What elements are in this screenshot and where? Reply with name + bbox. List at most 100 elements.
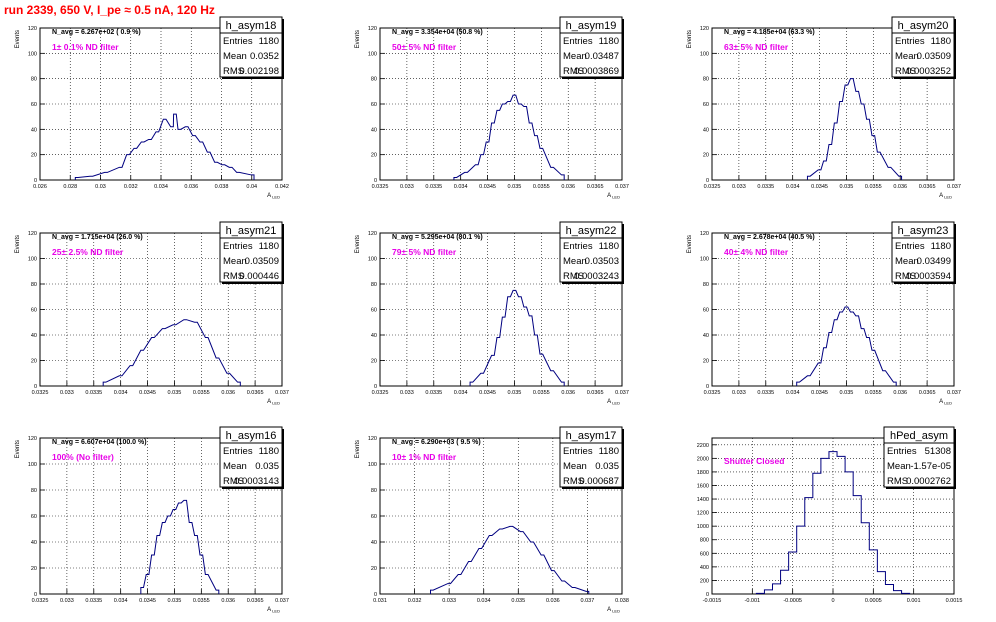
y-axis-label: Events bbox=[15, 440, 21, 458]
x-axis-label: A LED bbox=[267, 607, 280, 614]
stats-value: 0.0003143 bbox=[234, 476, 279, 487]
filter-label: 50± 5% ND filter bbox=[392, 42, 457, 52]
histogram-name: h_asym22 bbox=[566, 225, 617, 237]
y-tick-label: 0 bbox=[374, 592, 377, 598]
stats-label: Mean bbox=[563, 461, 587, 472]
x-tick-label: 0.035 bbox=[511, 598, 525, 604]
x-axis-label: A LED bbox=[607, 607, 620, 614]
y-tick-label: 40 bbox=[703, 333, 709, 339]
x-axis-label: A LED bbox=[267, 399, 280, 406]
stats-label: RMS bbox=[563, 66, 584, 77]
x-axis-label: A LED bbox=[939, 193, 952, 200]
histogram-name: h_asym16 bbox=[226, 430, 277, 442]
x-tick-label: 0.034 bbox=[477, 598, 491, 604]
stats-value: 51308 bbox=[925, 446, 951, 457]
y-axis-label: Events bbox=[355, 440, 361, 458]
panel-h_asym18: 0.026 0.028 0.03 0.032 0.034 0.036 0.038 0.04 0.… bbox=[15, 16, 289, 200]
x-tick-label: 0.001 bbox=[907, 598, 921, 604]
stats-value: 0.0003252 bbox=[906, 66, 951, 77]
x-tick-label: -0.0015 bbox=[703, 598, 722, 604]
y-tick-label: 100 bbox=[368, 462, 377, 468]
x-tick-label: 0.0325 bbox=[704, 184, 721, 190]
stats-value: 0.03499 bbox=[917, 256, 951, 267]
x-tick-label: 0.032 bbox=[408, 598, 422, 604]
y-tick-label: 100 bbox=[368, 51, 377, 57]
stats-label: Entries bbox=[563, 241, 593, 252]
y-axis-label: Events bbox=[687, 235, 693, 253]
stats-box: h_asym19 Entries 1180 Mean0.03487RMS0.00038… bbox=[559, 16, 624, 79]
x-tick-label: 0.036 bbox=[561, 390, 575, 396]
x-tick-label: 0.0365 bbox=[587, 184, 604, 190]
x-tick-label: 0.0355 bbox=[193, 598, 210, 604]
x-tick-label: 0.0325 bbox=[372, 390, 389, 396]
x-tick-label: 0.0325 bbox=[32, 598, 49, 604]
stats-value: 0.0002762 bbox=[906, 476, 951, 487]
y-axis-label: Events bbox=[355, 30, 361, 48]
y-tick-label: 2200 bbox=[697, 443, 709, 449]
y-tick-label: 1600 bbox=[697, 483, 709, 489]
y-tick-label: 120 bbox=[368, 26, 377, 32]
x-tick-label: 0.037 bbox=[615, 184, 629, 190]
y-tick-label: 800 bbox=[700, 538, 709, 544]
y-tick-label: 80 bbox=[31, 488, 37, 494]
stats-label: RMS bbox=[895, 66, 916, 77]
x-axis-label: A LED bbox=[607, 399, 620, 406]
x-tick-label: 0 bbox=[831, 598, 834, 604]
y-tick-label: 80 bbox=[371, 77, 377, 83]
y-tick-label: 120 bbox=[28, 26, 37, 32]
histogram-name: h_asym17 bbox=[566, 430, 617, 442]
y-axis-label: Events bbox=[355, 235, 361, 253]
y-tick-label: 20 bbox=[371, 153, 377, 159]
stats-label: RMS bbox=[563, 476, 584, 487]
x-tick-label: 0.032 bbox=[124, 184, 138, 190]
y-tick-label: 0 bbox=[34, 384, 37, 390]
stats-frame bbox=[559, 221, 623, 283]
filter-label: 63± 5% ND filter bbox=[724, 42, 789, 52]
x-tick-label: 0.035 bbox=[508, 390, 522, 396]
navg-label: N_avg = 3.354e+04 (50.8 %) bbox=[392, 29, 483, 36]
stats-value: 1180 bbox=[259, 241, 279, 252]
histogram-line bbox=[755, 451, 911, 594]
stats-value: 1180 bbox=[599, 241, 619, 252]
x-tick-label: 0.0355 bbox=[533, 184, 550, 190]
x-tick-label: 0.0335 bbox=[425, 390, 442, 396]
x-tick-label: 0.036 bbox=[893, 184, 907, 190]
x-tick-label: 0.0325 bbox=[372, 184, 389, 190]
x-tick-label: 0.037 bbox=[581, 598, 595, 604]
x-tick-label: 0.038 bbox=[615, 598, 629, 604]
x-tick-label: 0.034 bbox=[154, 184, 168, 190]
stats-value: 0.0003869 bbox=[574, 66, 619, 77]
x-tick-label: 0.0365 bbox=[587, 390, 604, 396]
panel-h_asym20: 0.0325 0.033 0.0335 0.034 0.0345 0.035 0.0355 0… bbox=[687, 16, 961, 200]
y-tick-label: 120 bbox=[700, 26, 709, 32]
y-tick-label: 60 bbox=[371, 308, 377, 314]
y-tick-label: 80 bbox=[703, 77, 709, 83]
stats-label: Mean bbox=[895, 51, 919, 62]
x-axis-label: A LED bbox=[939, 399, 952, 406]
x-tick-label: 0.034 bbox=[114, 390, 128, 396]
stats-label: Mean bbox=[563, 256, 587, 267]
stats-label: Mean bbox=[887, 461, 911, 472]
x-tick-label: 0.0345 bbox=[479, 184, 496, 190]
y-tick-label: 60 bbox=[31, 308, 37, 314]
x-tick-label: 0.033 bbox=[732, 390, 746, 396]
y-tick-label: 100 bbox=[28, 462, 37, 468]
histogram-line bbox=[469, 289, 565, 386]
histogram-line bbox=[430, 525, 590, 594]
y-tick-label: 2000 bbox=[697, 456, 709, 462]
x-tick-label: 0.034 bbox=[454, 390, 468, 396]
x-tick-label: 0.0015 bbox=[946, 598, 963, 604]
x-tick-label: 0.0355 bbox=[865, 184, 882, 190]
stats-label: Entries bbox=[223, 446, 253, 457]
y-tick-label: 40 bbox=[371, 127, 377, 133]
filter-label: 79± 5% ND filter bbox=[392, 247, 457, 257]
y-tick-label: 0 bbox=[706, 178, 709, 184]
y-tick-label: 40 bbox=[31, 127, 37, 133]
filter-label: 10± 1% ND filter bbox=[392, 452, 457, 462]
x-tick-label: 0.036 bbox=[893, 390, 907, 396]
stats-value: 0.03487 bbox=[585, 51, 619, 62]
y-tick-label: 0 bbox=[374, 384, 377, 390]
navg-label: N_avg = 2.678e+04 (40.5 %) bbox=[724, 234, 815, 241]
